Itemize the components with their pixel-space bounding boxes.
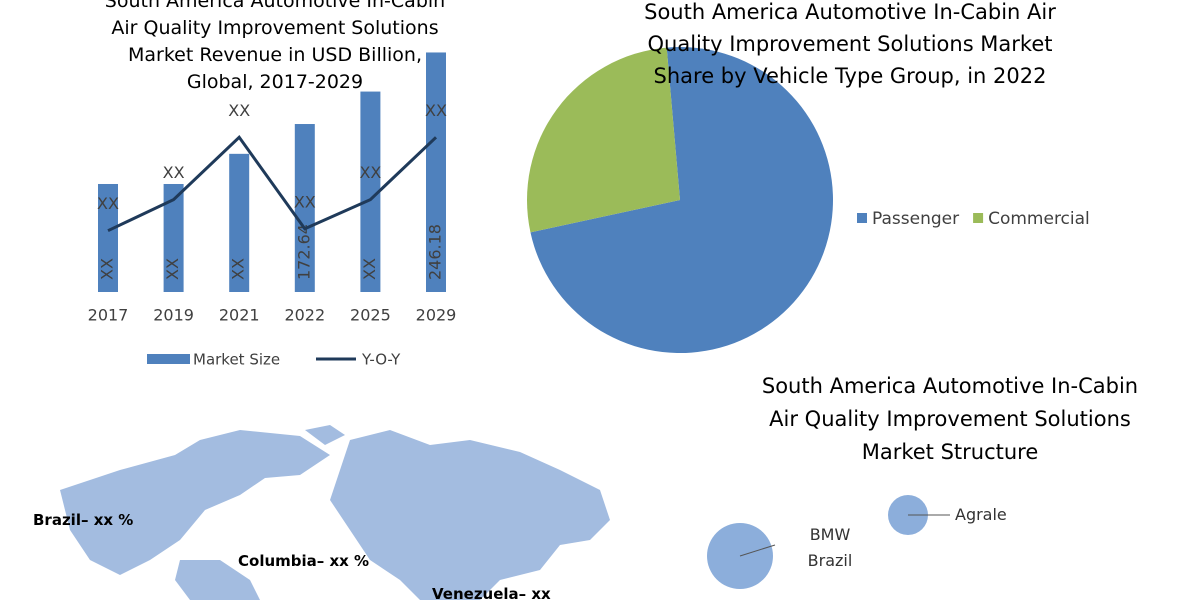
- pie-slice: [527, 47, 680, 233]
- line-value-label: XX: [163, 163, 185, 182]
- bar-value-label: XX: [229, 258, 248, 280]
- legend-label: Y-O-Y: [361, 351, 401, 369]
- bar: [98, 183, 118, 292]
- legend-label: Market Size: [193, 351, 280, 369]
- legend-label: Commercial: [988, 209, 1090, 229]
- x-tick-label: 2019: [153, 306, 194, 325]
- player-label: BMW Brazil: [807, 525, 853, 570]
- bar: [163, 183, 184, 292]
- bar-value-label: XX: [98, 258, 117, 280]
- map-label: Venezuela– xx: [432, 585, 551, 603]
- line-value-label: XX: [425, 101, 447, 120]
- map-label: Columbia– xx %: [238, 552, 370, 570]
- structure-title: South America Automotive In-Cabin Air Qu…: [761, 374, 1139, 464]
- pie-slice: [530, 47, 833, 354]
- x-tick-label: 2025: [350, 306, 391, 325]
- player-label: Agrale: [955, 505, 1007, 524]
- line-value-label: XX: [359, 163, 381, 182]
- legend-swatch: [973, 213, 984, 223]
- x-tick-label: 2022: [284, 306, 325, 325]
- line-series: [107, 135, 438, 233]
- map-label: Brazil– xx %: [33, 511, 134, 529]
- bar: [229, 153, 250, 292]
- bar-chart-title: South America Automotive In-Cabin Air Qu…: [104, 0, 446, 93]
- bubble-graphic: [707, 495, 950, 589]
- bar-value-label: XX: [163, 258, 182, 280]
- x-tick-label: 2029: [416, 306, 457, 325]
- legend-swatch: [147, 354, 190, 364]
- x-tick-label: 2017: [88, 306, 129, 325]
- bar: [294, 124, 315, 293]
- bar-value-label: 246.18: [426, 224, 445, 280]
- line-value-label: XX: [294, 192, 316, 211]
- bar-value-label: 172.64: [294, 224, 313, 280]
- legend-swatch: [857, 213, 867, 223]
- pie-chart-title: South America Automotive In-Cabin Air Qu…: [644, 0, 1056, 88]
- legend-label: Passenger: [872, 209, 959, 229]
- line-value-label: XX: [97, 194, 119, 213]
- bar: [360, 91, 381, 292]
- bar: [426, 52, 446, 293]
- bar-value-label: XX: [360, 258, 379, 280]
- line-value-label: XX: [228, 101, 250, 120]
- world-map: [60, 425, 610, 600]
- x-tick-label: 2021: [219, 306, 260, 325]
